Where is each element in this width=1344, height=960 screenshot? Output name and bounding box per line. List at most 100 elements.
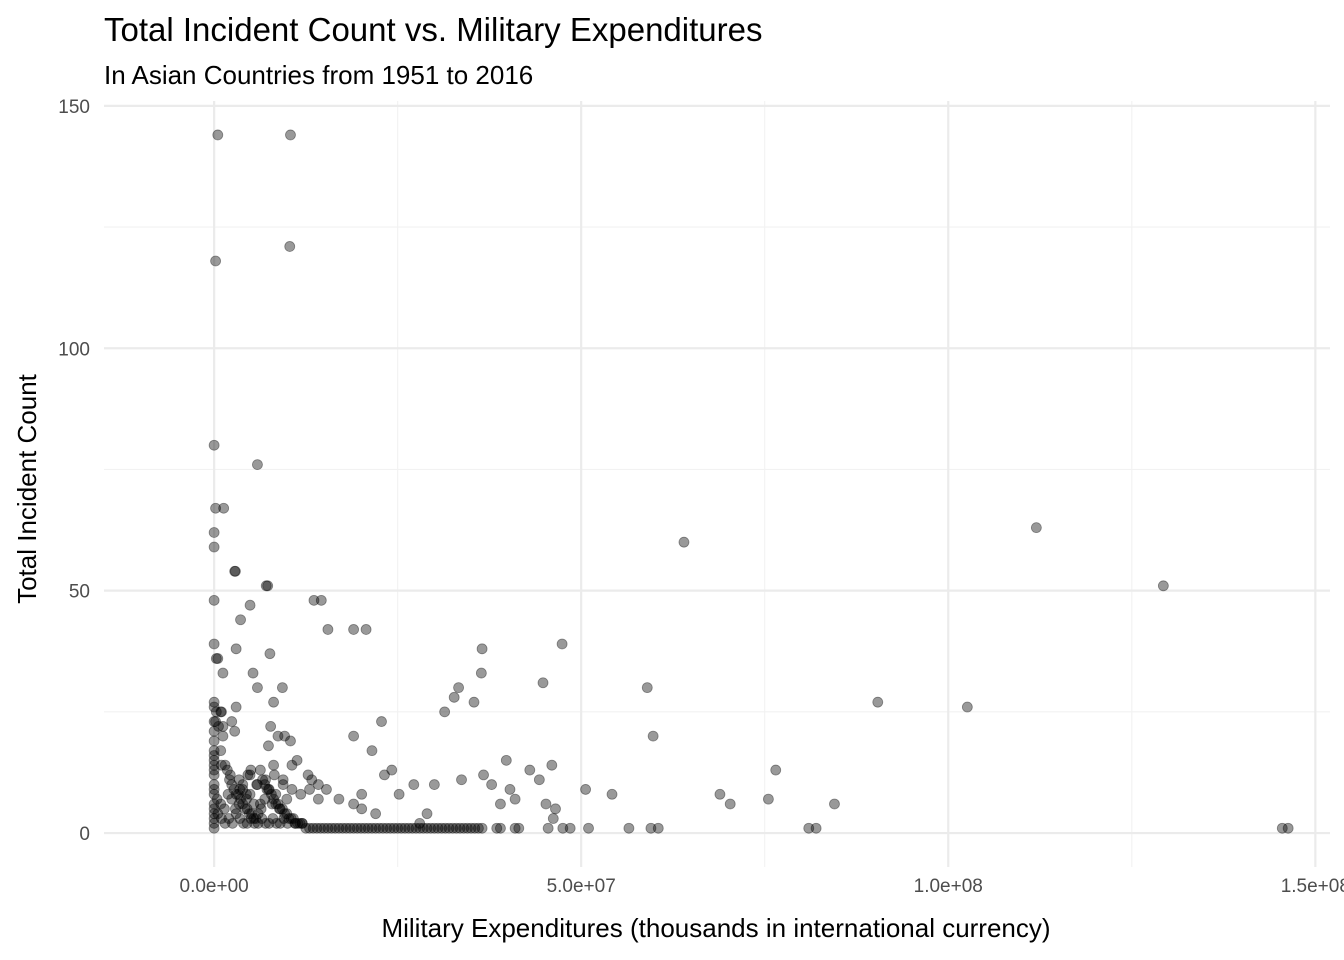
- data-point: [1282, 822, 1294, 834]
- data-point: [872, 696, 884, 708]
- data-point: [268, 769, 280, 781]
- data-point: [263, 817, 275, 829]
- data-point: [366, 745, 378, 757]
- data-point: [218, 502, 230, 514]
- data-point: [261, 784, 273, 795]
- data-point: [235, 793, 246, 805]
- data-point: [210, 716, 221, 727]
- data-point: [454, 822, 466, 834]
- data-point: [208, 716, 220, 727]
- data-point: [348, 624, 360, 635]
- data-point: [546, 759, 558, 771]
- data-point: [296, 817, 308, 829]
- data-point: [219, 817, 231, 829]
- data-point: [337, 822, 348, 834]
- data-point: [222, 788, 234, 800]
- data-point: [229, 565, 241, 577]
- data-point: [237, 798, 249, 810]
- data-point: [436, 822, 448, 834]
- data-point: [333, 822, 345, 834]
- data-point: [458, 822, 470, 834]
- data-point: [219, 759, 231, 771]
- data-point: [254, 764, 266, 776]
- data-point: [262, 580, 274, 592]
- data-point: [242, 769, 254, 781]
- data-point: [290, 817, 302, 829]
- data-point: [208, 750, 220, 761]
- data-point: [239, 803, 251, 815]
- data-point: [300, 822, 312, 834]
- data-point: [282, 817, 293, 829]
- data-point: [450, 822, 462, 834]
- data-point: [265, 788, 277, 800]
- data-point: [356, 803, 368, 815]
- data-point: [533, 774, 545, 786]
- data-point: [208, 784, 220, 795]
- data-point: [410, 822, 422, 834]
- data-point: [245, 813, 257, 824]
- data-point: [473, 822, 484, 834]
- data-point: [333, 793, 345, 805]
- data-point: [448, 691, 460, 703]
- data-point: [495, 822, 506, 834]
- data-point: [315, 822, 326, 834]
- data-point: [277, 774, 289, 786]
- data-point: [432, 822, 444, 834]
- data-point: [366, 822, 378, 834]
- data-point: [392, 822, 404, 834]
- data-point: [428, 822, 440, 834]
- data-point: [247, 667, 259, 679]
- data-point: [370, 808, 382, 820]
- data-point: [208, 594, 220, 606]
- data-point: [241, 803, 253, 815]
- data-point: [208, 788, 220, 800]
- data-point: [322, 624, 334, 635]
- data-point: [233, 798, 245, 810]
- data-point: [961, 701, 973, 713]
- data-point: [302, 769, 314, 781]
- data-point: [208, 638, 220, 650]
- data-point: [263, 740, 274, 752]
- data-point: [244, 769, 256, 781]
- data-point: [513, 822, 525, 834]
- data-point: [286, 784, 298, 795]
- data-point: [291, 754, 303, 766]
- data-point: [762, 793, 774, 805]
- data-point: [208, 735, 220, 747]
- data-point: [272, 730, 284, 742]
- data-point: [315, 594, 327, 606]
- data-point: [221, 764, 233, 776]
- data-point: [373, 822, 385, 834]
- data-point: [243, 808, 255, 820]
- data-point: [580, 784, 591, 795]
- data-point: [414, 817, 426, 829]
- data-point: [321, 784, 332, 795]
- data-point: [406, 822, 418, 834]
- data-point: [304, 822, 315, 834]
- data-point: [208, 725, 220, 737]
- data-point: [475, 667, 487, 679]
- data-point: [233, 774, 245, 786]
- chart-subtitle: In Asian Countries from 1951 to 2016: [104, 60, 533, 90]
- data-point: [249, 817, 260, 829]
- data-point: [421, 822, 433, 834]
- data-point: [234, 784, 246, 795]
- data-point: [210, 653, 222, 664]
- data-point: [230, 808, 242, 820]
- data-point: [542, 822, 554, 834]
- data-point: [509, 822, 521, 834]
- data-point: [652, 822, 664, 834]
- data-point: [304, 784, 315, 795]
- data-point: [230, 803, 241, 815]
- data-point: [468, 696, 480, 708]
- data-point: [224, 769, 236, 781]
- data-point: [268, 759, 279, 771]
- data-point: [283, 813, 295, 824]
- data-point: [241, 788, 252, 800]
- data-point: [230, 788, 242, 800]
- data-point: [524, 764, 536, 776]
- data-point: [217, 721, 229, 732]
- data-point: [254, 798, 266, 810]
- data-point: [244, 599, 256, 611]
- data-point: [395, 822, 407, 834]
